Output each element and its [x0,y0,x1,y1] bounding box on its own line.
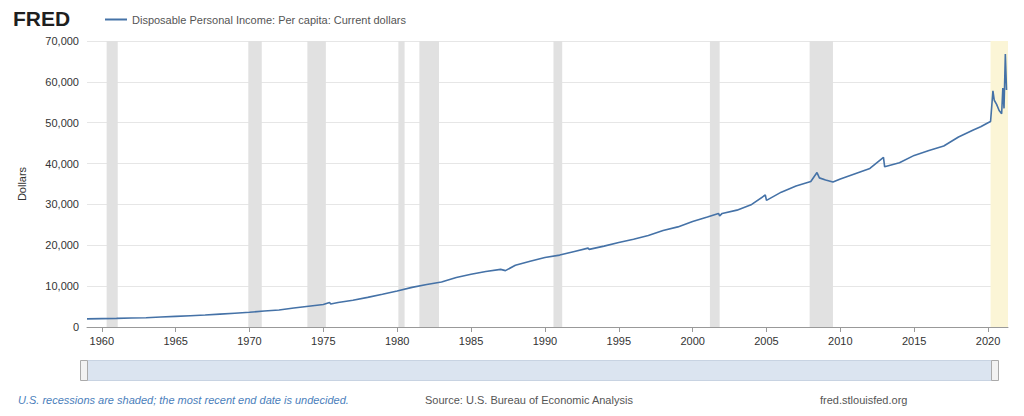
svg-text:60,000: 60,000 [45,76,79,88]
svg-text:1990: 1990 [533,335,557,347]
svg-text:2010: 2010 [828,335,852,347]
svg-text:2020: 2020 [976,335,1000,347]
svg-text:2005: 2005 [754,335,778,347]
svg-text:50,000: 50,000 [45,117,79,129]
svg-text:0: 0 [73,321,79,333]
svg-text:2000: 2000 [680,335,704,347]
svg-text:Disposable Personal Income: Pe: Disposable Personal Income: Per capita: … [132,14,406,26]
svg-text:20,000: 20,000 [45,239,79,251]
svg-text:Dollars: Dollars [16,166,28,201]
svg-text:1975: 1975 [311,335,335,347]
svg-text:FRED: FRED [13,7,70,30]
svg-text:1970: 1970 [237,335,261,347]
svg-text:30,000: 30,000 [45,198,79,210]
svg-text:1965: 1965 [163,335,187,347]
svg-text:10,000: 10,000 [45,280,79,292]
svg-text:2015: 2015 [902,335,926,347]
svg-text:1980: 1980 [385,335,409,347]
svg-text:40,000: 40,000 [45,158,79,170]
svg-text:U.S. recessions are shaded; th: U.S. recessions are shaded; the most rec… [18,394,349,406]
svg-text:1960: 1960 [90,335,114,347]
svg-text:fred.stlouisfed.org: fred.stlouisfed.org [820,394,907,406]
svg-text:1995: 1995 [607,335,631,347]
svg-text:1985: 1985 [459,335,483,347]
svg-text:Source: U.S. Bureau of Economi: Source: U.S. Bureau of Economic Analysis [425,394,633,406]
svg-text:70,000: 70,000 [45,35,79,47]
